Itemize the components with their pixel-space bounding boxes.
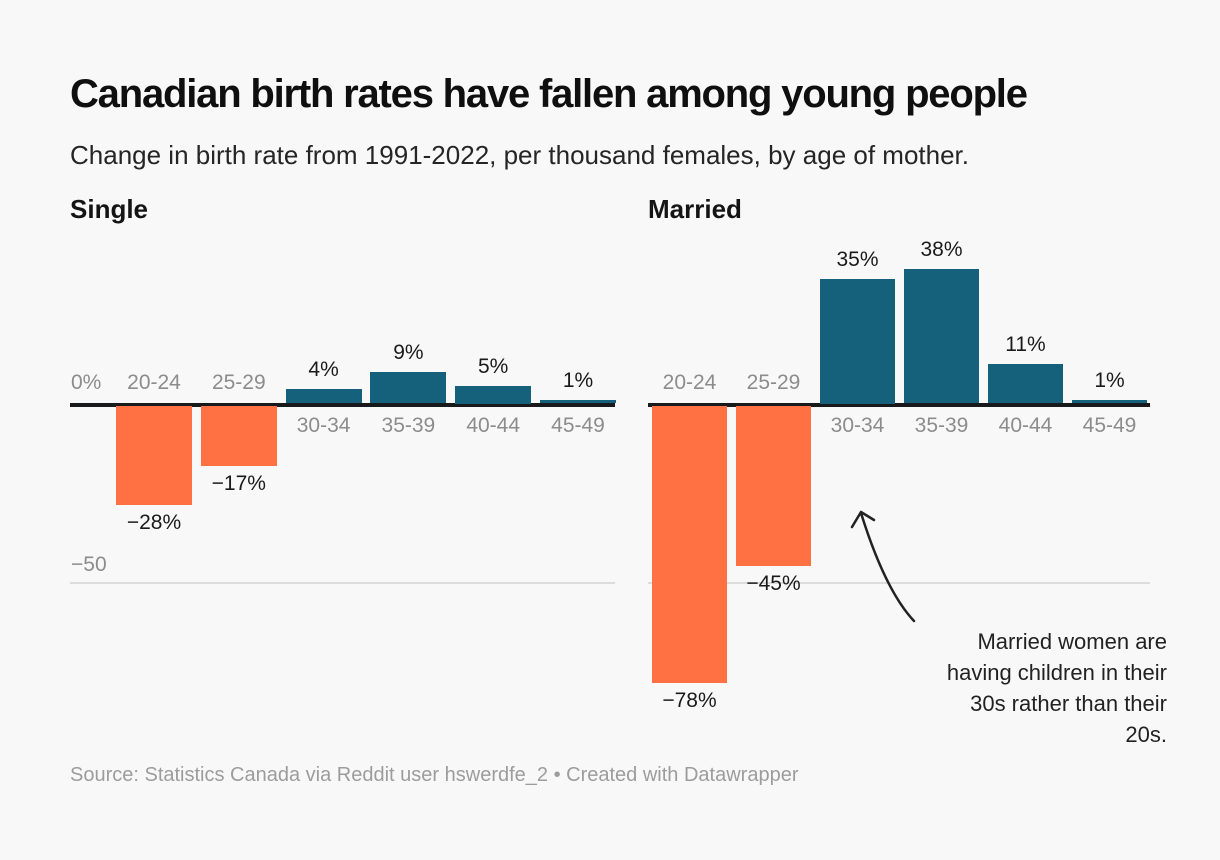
bar-married-40-44[interactable] — [988, 364, 1063, 404]
bar-value-label: −28% — [126, 511, 182, 535]
gridline--50 — [70, 582, 615, 584]
bar-single-45-49[interactable] — [540, 399, 616, 404]
annotation-arrow-icon — [850, 510, 916, 623]
bar-category-label: 40-44 — [998, 414, 1053, 437]
bar-single-20-24[interactable] — [116, 406, 192, 506]
zero-baseline — [648, 403, 1150, 407]
bar-single-25-29[interactable] — [200, 406, 277, 467]
axis-tick-label: −50 — [71, 553, 107, 576]
bar-value-label: 9% — [393, 340, 424, 364]
bar-category-label: 25-29 — [746, 371, 801, 394]
chart-title: Canadian birth rates have fallen among y… — [70, 72, 1028, 116]
bar-value-label: 38% — [920, 237, 963, 261]
bar-category-label: 20-24 — [127, 371, 181, 394]
zero-baseline — [70, 403, 615, 407]
bar-value-label: −17% — [211, 472, 266, 496]
panel-married-plot: −78% 20-24 −45% 25-29 35% 30-34 38% 35-39 11% 40-… — [648, 190, 1150, 712]
chart-subtitle: Change in birth rate from 1991-2022, per… — [70, 140, 969, 170]
bar-category-label: 20-24 — [662, 371, 717, 394]
bar-value-label: −45% — [746, 571, 801, 595]
bar-value-label: 1% — [562, 368, 594, 392]
panel-single-title: Single — [70, 194, 149, 224]
annotation-text: Married women are having children in the… — [946, 629, 1167, 747]
bar-single-40-44[interactable] — [455, 385, 532, 404]
bar-value-label: 4% — [308, 358, 339, 382]
bar-married-35-39[interactable] — [904, 268, 979, 404]
bar-category-label: 45-49 — [551, 414, 605, 437]
bar-value-label: 35% — [836, 248, 879, 272]
bar-category-label: 25-29 — [211, 371, 266, 394]
bar-married-25-29[interactable] — [736, 406, 811, 566]
source-line: Source: Statistics Canada via Reddit use… — [70, 764, 799, 786]
bar-single-30-34[interactable] — [285, 389, 362, 404]
bar-category-label: 35-39 — [381, 414, 436, 437]
bar-value-label: −78% — [662, 688, 717, 712]
bar-married-20-24[interactable] — [652, 406, 727, 683]
bar-category-label: 40-44 — [466, 414, 521, 437]
bar-value-label: 11% — [1005, 333, 1046, 357]
gridline--50 — [648, 582, 1150, 584]
bar-category-label: 45-49 — [1082, 414, 1137, 437]
bar-category-label: 35-39 — [914, 414, 969, 437]
panel-single-plot: 0% −50 −28% 20-24 −17% 25-29 4% 30-34 9% 35-39 5% 4… — [70, 190, 616, 620]
bar-value-label: 5% — [478, 354, 509, 378]
bar-married-30-34[interactable] — [820, 279, 895, 404]
panel-married-title: Married — [648, 194, 742, 224]
bar-married-45-49[interactable] — [1072, 399, 1147, 404]
bar-single-35-39[interactable] — [370, 371, 447, 404]
bar-category-label: 30-34 — [296, 414, 351, 437]
axis-tick-label: 0% — [71, 371, 102, 394]
bar-category-label: 30-34 — [830, 414, 885, 437]
bar-value-label: 1% — [1094, 368, 1125, 392]
